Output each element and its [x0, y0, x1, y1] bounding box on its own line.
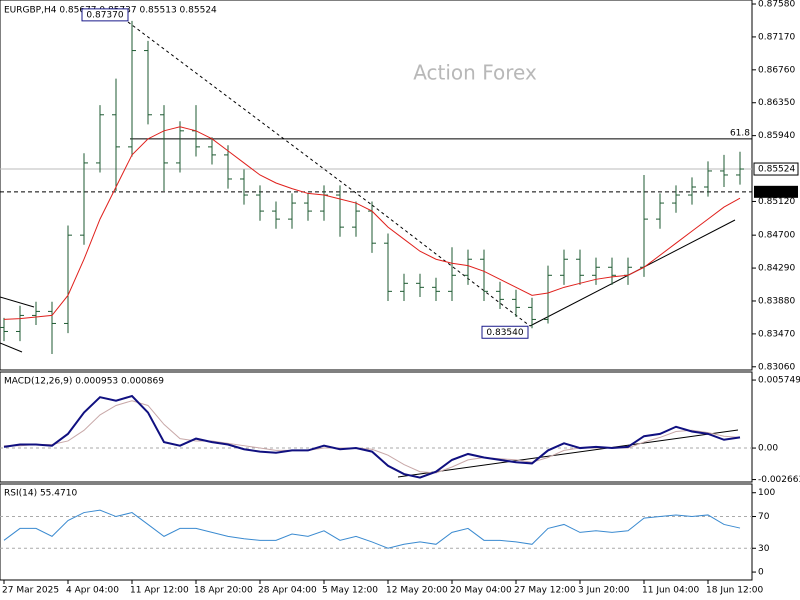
macd-trend-line — [397, 429, 739, 478]
y-tick-label: -0.002663 — [758, 475, 800, 485]
y-tick-label: 0.00 — [758, 444, 778, 454]
trend-line — [371, 204, 531, 327]
macd-line — [3, 394, 741, 479]
x-tick-label: 12 May 20:00 — [386, 586, 448, 596]
main-pane — [0, 0, 753, 371]
y-tick-label: 0.83470 — [758, 329, 795, 339]
y-tick-label: 0.84290 — [758, 264, 795, 274]
x-tick-label: 27 May 12:00 — [514, 586, 576, 596]
y-tick-label: 0.85120 — [758, 197, 795, 207]
y-tick-label: 0.85940 — [758, 131, 795, 141]
x-tick-label: 20 May 04:00 — [450, 586, 512, 596]
level-label: 0.85240 — [758, 187, 795, 197]
last-price-label: 0.85524 — [758, 165, 795, 175]
level-label: 61.8 — [730, 128, 750, 138]
macd-pane — [0, 371, 753, 483]
x-tick-label: 27 Mar 2025 — [2, 586, 59, 596]
y-tick-label: 0.84700 — [758, 231, 795, 241]
y-tick-label: 30 — [758, 544, 770, 554]
y-tick-label: 0.83060 — [758, 362, 795, 372]
y-tick-label: 0.005749 — [758, 376, 800, 386]
x-tick-label: 5 May 12:00 — [322, 586, 378, 596]
rsi-title: RSI(14) 55.4710 — [4, 489, 77, 499]
y-tick-label: 0.87170 — [758, 32, 795, 42]
annotation-box — [481, 325, 529, 339]
watermark: Action Forex — [413, 61, 537, 85]
x-tick-label: 18 Jun 12:00 — [706, 586, 763, 596]
x-tick-label: 11 Apr 12:00 — [130, 586, 189, 596]
y-tick-label: 0.86760 — [758, 65, 795, 75]
annotation-label: 0.87370 — [86, 10, 123, 20]
x-tick-label: 28 Apr 04:00 — [258, 586, 317, 596]
moving-average — [3, 126, 741, 320]
annotation-box — [81, 8, 129, 22]
macd-line — [4, 400, 741, 474]
rsi-line — [3, 509, 741, 549]
channel-line — [0, 342, 23, 353]
x-tick-label: 11 Jun 04:00 — [642, 586, 699, 596]
macd-title: MACD(12,26,9) 0.000953 0.000869 — [4, 377, 164, 387]
x-tick-label: 4 Apr 04:00 — [66, 586, 119, 596]
y-tick-label: 0.87580 — [758, 0, 795, 10]
y-tick-label: 0.83880 — [758, 296, 795, 306]
rsi-pane — [0, 483, 753, 581]
trend-line — [127, 21, 373, 206]
x-tick-label: 18 Apr 20:00 — [194, 586, 253, 596]
x-tick-label: 3 Jun 20:00 — [578, 586, 630, 596]
y-tick-label: 0.86350 — [758, 98, 795, 108]
price-box — [754, 185, 798, 198]
y-tick-label: 100 — [758, 488, 775, 498]
y-tick-label: 70 — [758, 512, 770, 522]
y-tick-label: 0 — [758, 568, 764, 578]
channel-line — [0, 296, 35, 308]
price-box — [753, 162, 799, 176]
annotation-label: 0.83540 — [486, 328, 523, 338]
